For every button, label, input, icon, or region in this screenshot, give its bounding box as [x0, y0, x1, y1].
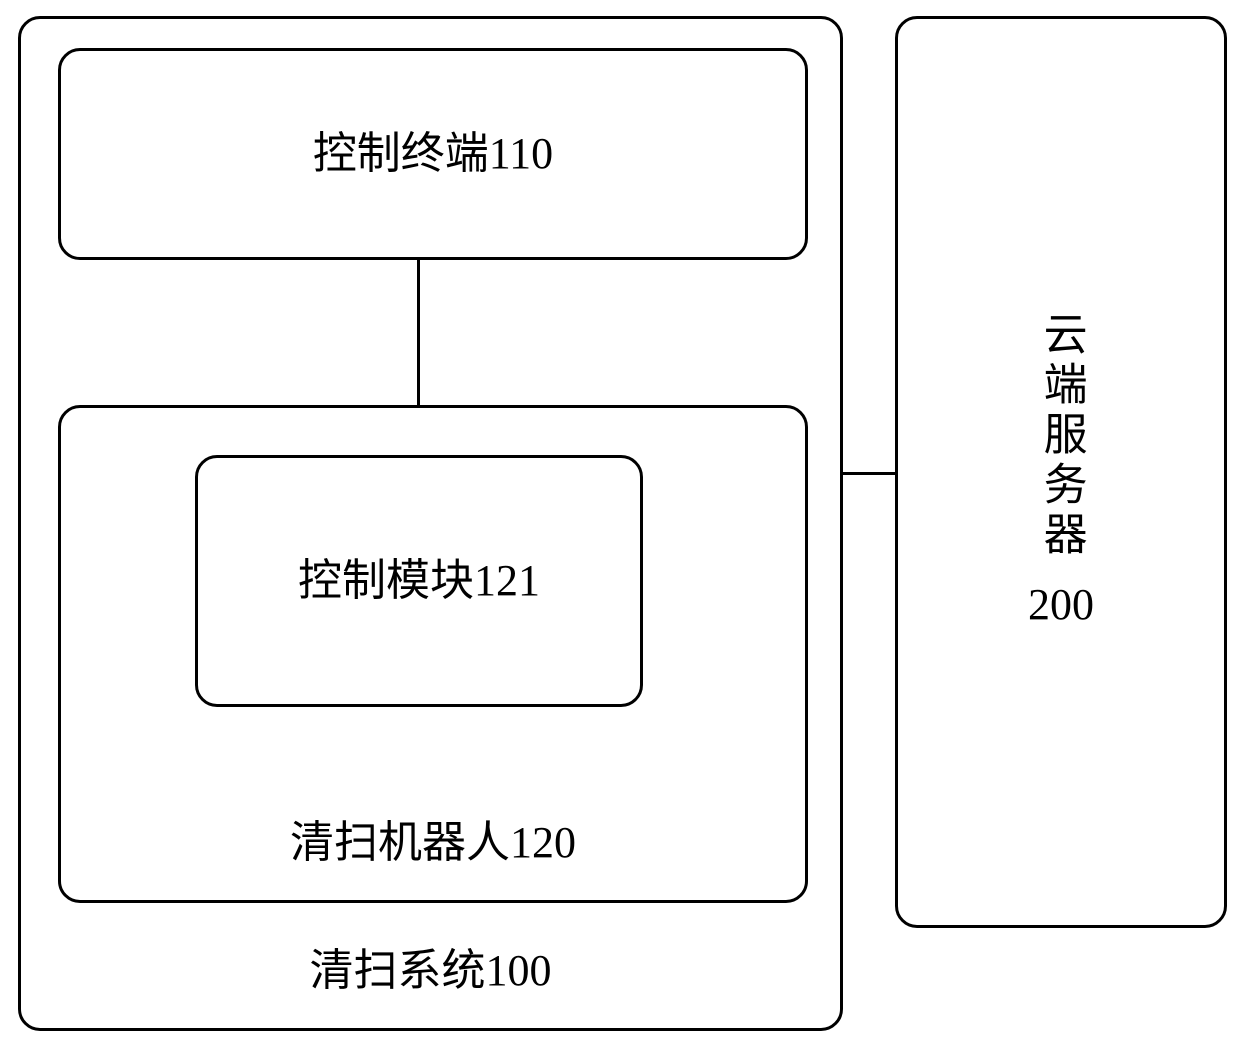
node-label-robot: 清扫机器人120 — [61, 806, 805, 870]
server-number: 200 — [1028, 580, 1094, 629]
node-label-module: 控制模块121 — [298, 552, 540, 609]
node-cloud-server: 云端服务器 200 — [895, 16, 1227, 928]
server-text-vertical: 云端服务器 — [1032, 311, 1089, 561]
node-label-system: 清扫系统100 — [21, 934, 840, 998]
node-control-terminal: 控制终端110 — [58, 48, 808, 260]
block-diagram: 清扫系统100 控制终端110 清扫机器人120 控制模块121 云端服务器 2… — [0, 0, 1251, 1049]
node-label-terminal: 控制终端110 — [313, 125, 553, 182]
node-label-server: 云端服务器 200 — [1028, 311, 1094, 632]
edge-system-server — [843, 472, 895, 475]
node-control-module: 控制模块121 — [195, 455, 643, 707]
edge-terminal-robot — [417, 260, 420, 405]
